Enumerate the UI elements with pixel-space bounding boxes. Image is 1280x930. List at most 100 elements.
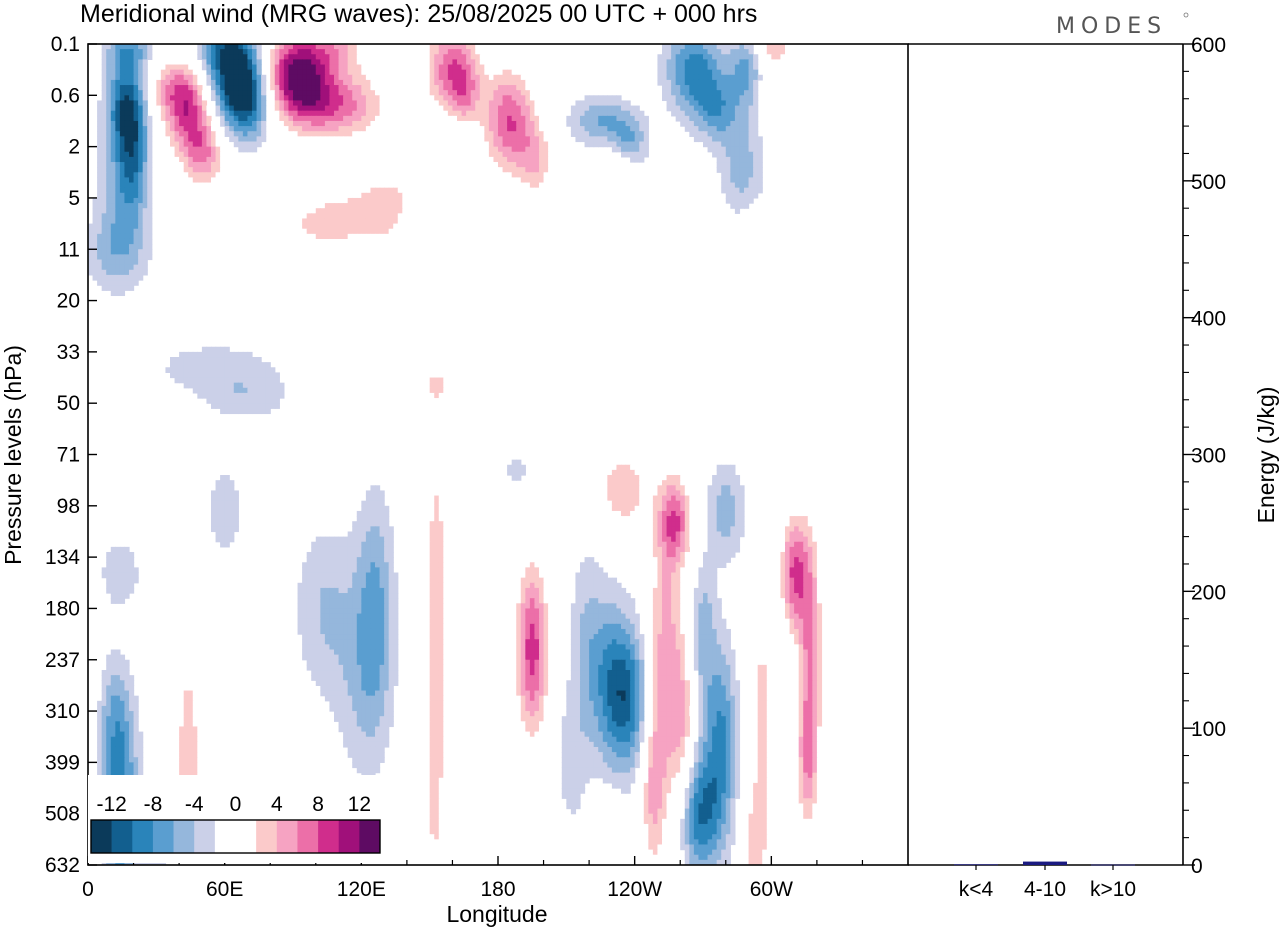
contour-cell: [192, 377, 198, 384]
contour-cell: [306, 64, 312, 71]
contour-cell: [265, 244, 271, 250]
contour-cell: [174, 110, 180, 117]
contour-cell: [803, 505, 809, 512]
contour-cell: [762, 49, 768, 55]
contour-cell: [589, 100, 595, 107]
contour-cell: [739, 74, 745, 81]
contour-cell: [306, 131, 312, 137]
contour-cell: [334, 141, 340, 148]
contour-cell: [233, 79, 239, 86]
contour-cell: [812, 531, 818, 538]
contour-cell: [712, 500, 718, 507]
contour-cell: [511, 187, 517, 194]
contour-cell: [170, 156, 176, 163]
contour-cell: [101, 69, 107, 76]
contour-cell: [206, 131, 212, 137]
contour-cell: [484, 136, 490, 143]
contour-cell: [133, 567, 139, 574]
contour-cell: [247, 131, 253, 137]
contour-cell: [288, 54, 294, 60]
contour-cell: [420, 192, 426, 199]
contour-cell: [716, 428, 722, 435]
contour-cell: [183, 136, 189, 143]
contour-cell: [798, 557, 804, 563]
contour-cell: [493, 100, 499, 107]
contour-cell: [780, 74, 786, 81]
contour-cell: [306, 192, 312, 199]
contour-cell: [379, 105, 385, 112]
contour-cell: [119, 120, 126, 127]
contour-cell: [575, 131, 581, 137]
contour-cell: [106, 280, 112, 286]
contour-cell: [707, 510, 713, 517]
contour-cell: [370, 100, 376, 107]
contour-cell: [92, 197, 98, 204]
contour-cell: [142, 151, 148, 158]
contour-cell: [361, 59, 367, 66]
contour-cell: [516, 151, 522, 158]
contour-cell: [502, 156, 508, 163]
contour-cell: [211, 126, 217, 132]
contour-cell: [270, 79, 276, 86]
contour-cell: [197, 382, 203, 389]
contour-cell: [379, 208, 385, 214]
contour-cell: [265, 362, 271, 368]
contour-cell: [452, 44, 458, 50]
contour-cell: [771, 85, 777, 91]
contour-cell: [119, 551, 126, 558]
contour-cell: [739, 177, 745, 184]
contour-cell: [356, 197, 362, 204]
contour-cell: [215, 59, 221, 66]
contour-cell: [288, 90, 294, 96]
contour-cell: [129, 156, 135, 163]
contour-cell: [721, 54, 727, 60]
contour-cell: [798, 151, 804, 158]
contour-cell: [302, 79, 308, 86]
contour-cell: [110, 59, 116, 66]
contour-cell: [429, 459, 435, 466]
contour-cell: [707, 49, 713, 55]
contour-cell: [356, 531, 362, 538]
contour-cell: [265, 392, 271, 399]
contour-cell: [662, 74, 668, 81]
contour-cell: [133, 269, 139, 276]
contour-cell: [812, 526, 818, 533]
contour-cell: [88, 244, 94, 250]
contour-cell: [625, 141, 631, 148]
contour-cell: [347, 120, 353, 127]
contour-cell: [447, 172, 454, 179]
contour-cell: [229, 95, 235, 102]
contour-cell: [156, 74, 162, 81]
contour-cell: [324, 120, 331, 127]
contour-cell: [302, 238, 308, 245]
contour-cell: [447, 372, 454, 379]
contour-cell: [192, 79, 198, 86]
contour-cell: [607, 469, 613, 476]
contour-cell: [311, 546, 317, 553]
contour-cell: [384, 197, 390, 204]
contour-cell: [197, 146, 203, 153]
contour-cell: [320, 110, 326, 117]
contour-cell: [543, 167, 549, 173]
contour-cell: [242, 372, 249, 379]
contour-cell: [807, 562, 813, 568]
contour-cell: [338, 536, 344, 543]
contour-cell: [703, 418, 709, 425]
contour-cell: [429, 490, 435, 497]
contour-cell: [110, 203, 116, 209]
contour-cell: [379, 238, 385, 245]
contour-cell: [324, 223, 331, 230]
contour-cell: [411, 387, 417, 394]
contour-cell: [334, 74, 340, 81]
contour-cell: [484, 115, 490, 122]
contour-cell: [762, 44, 768, 50]
contour-cell: [402, 197, 408, 204]
contour-cell: [803, 151, 809, 158]
contour-cell: [215, 167, 221, 173]
contour-cell: [684, 536, 690, 543]
contour-cell: [725, 531, 731, 538]
contour-cell: [119, 136, 126, 143]
contour-cell: [179, 172, 185, 179]
contour-cell: [283, 54, 290, 60]
contour-cell: [229, 382, 235, 389]
